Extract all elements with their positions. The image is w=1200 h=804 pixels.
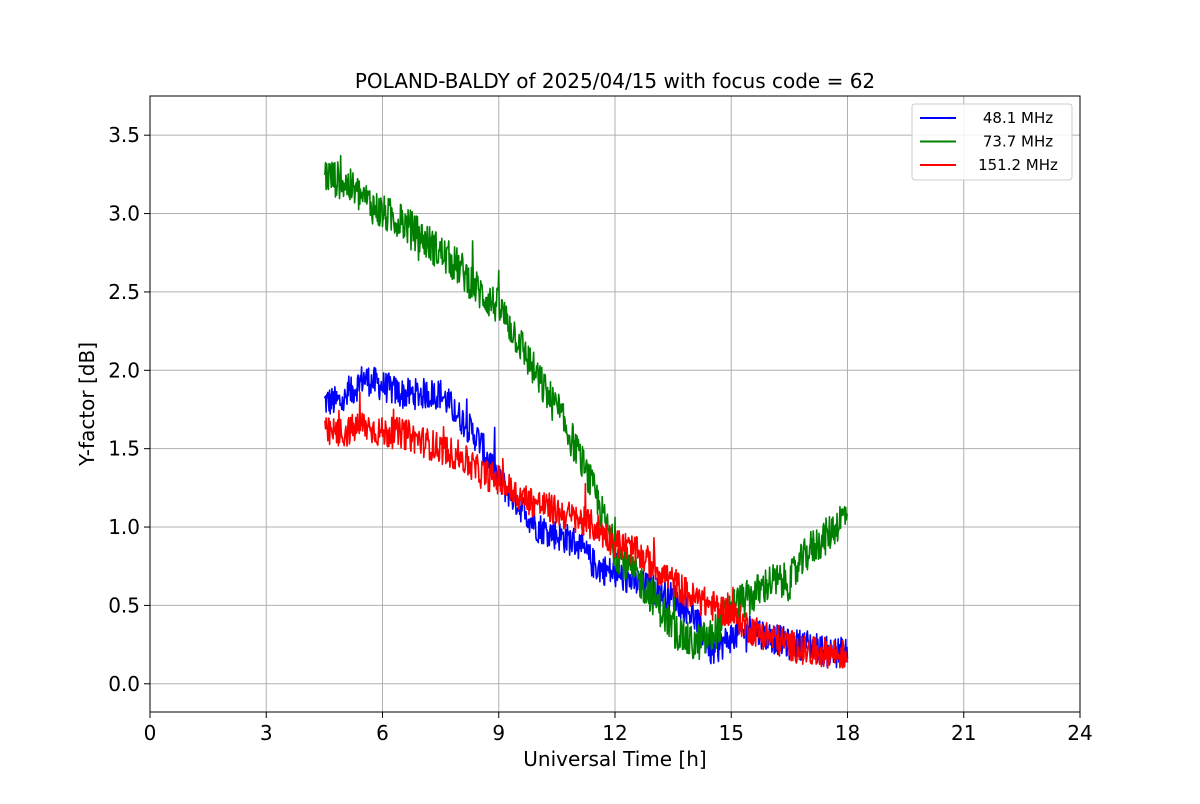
y-tick-label: 0.5 [108,593,140,617]
tick-layer: 0 3 6 9 12 15 18 21 24 0.0 0.5 1.0 1.5 2.0 2.5 3.0 3.5 [108,123,1093,745]
y-tick-label: 3.5 [108,123,140,147]
y-tick-label: 0.0 [108,672,140,696]
x-tick-label: 12 [602,721,627,745]
series-line-2 [323,391,849,669]
y-tick-label: 1.5 [108,437,140,461]
x-tick-label: 21 [951,721,976,745]
y-tick-label: 3.0 [108,202,140,226]
y-axis-label: Y-factor [dB] [75,342,99,467]
x-tick-label: 24 [1067,721,1092,745]
x-tick-label: 6 [376,721,389,745]
legend-label: 48.1 MHz [983,109,1053,127]
legend-label: 151.2 MHz [978,156,1058,174]
series-line-1 [323,154,849,661]
x-tick-label: 9 [492,721,505,745]
series-layer [323,154,849,669]
x-tick-label: 18 [835,721,860,745]
x-axis-label: Universal Time [h] [523,747,706,771]
y-tick-label: 2.0 [108,358,140,382]
legend-label: 73.7 MHz [983,133,1053,151]
legend: 48.1 MHz 73.7 MHz 151.2 MHz [911,103,1073,181]
y-tick-label: 2.5 [108,280,140,304]
legend-box [911,103,1073,181]
x-tick-label: 15 [719,721,744,745]
chart-title: POLAND-BALDY of 2025/04/15 with focus co… [355,69,875,93]
x-tick-label: 3 [260,721,273,745]
x-tick-label: 0 [144,721,157,745]
y-tick-label: 1.0 [108,515,140,539]
